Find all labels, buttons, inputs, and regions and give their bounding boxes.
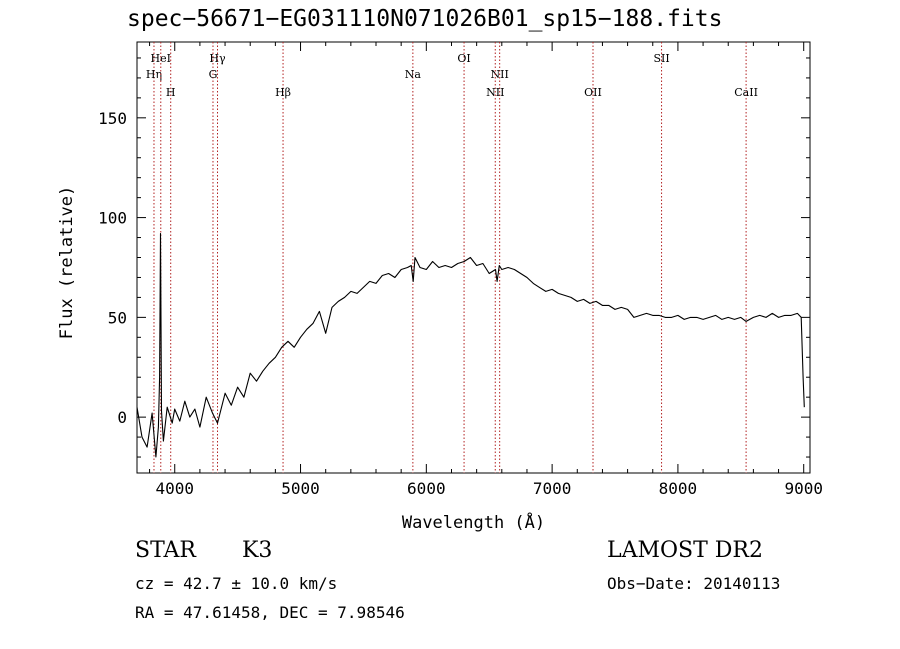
coordinates: RA = 47.61458, DEC = 7.98546 — [135, 603, 405, 622]
spectral-line-label: HeI — [151, 52, 171, 65]
spectral-line-label: Hβ — [275, 86, 291, 99]
y-tick-label: 50 — [108, 308, 127, 327]
x-tick-label: 9000 — [784, 479, 823, 498]
x-tick-label: 8000 — [659, 479, 698, 498]
spectral-line-label: NII — [486, 86, 504, 99]
spectral-line-label: Na — [405, 68, 422, 81]
spectral-line-label: Hη — [146, 68, 162, 81]
y-tick-label: 100 — [98, 209, 127, 228]
spectral-line-label: NII — [491, 68, 509, 81]
survey-name: LAMOST DR2 — [607, 538, 763, 563]
spectral-subclass: K3 — [242, 538, 273, 563]
spectral-line-label: OII — [584, 86, 602, 99]
spectral-line-label: OI — [457, 52, 470, 65]
chart-title: spec−56671−EG031110N071026B01_sp15−188.f… — [127, 6, 723, 32]
spectrum-line — [136, 233, 805, 458]
redshift-cz: cz = 42.7 ± 10.0 km/s — [135, 574, 338, 593]
x-axis-label: Wavelength (Å) — [402, 511, 545, 533]
x-tick-label: 4000 — [155, 479, 194, 498]
y-axis-label: Flux (relative) — [57, 186, 77, 340]
y-tick-label: 0 — [117, 408, 127, 427]
observation-date: Obs−Date: 20140113 — [607, 574, 781, 593]
spectral-line-label: G — [209, 68, 218, 81]
x-tick-label: 7000 — [533, 479, 572, 498]
plot-frame — [136, 41, 811, 474]
spectral-line-label: H — [166, 86, 176, 99]
y-tick-label: 150 — [98, 109, 127, 128]
spectral-line-label: CaII — [734, 86, 758, 99]
object-type: STAR — [135, 538, 196, 563]
spectral-line-label: Hγ — [209, 52, 226, 65]
spectral-line-label: SII — [653, 52, 669, 65]
x-tick-label: 5000 — [281, 479, 320, 498]
x-tick-label: 6000 — [407, 479, 446, 498]
